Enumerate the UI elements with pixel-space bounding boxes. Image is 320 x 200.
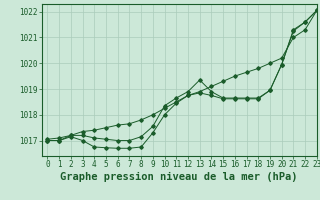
X-axis label: Graphe pression niveau de la mer (hPa): Graphe pression niveau de la mer (hPa) bbox=[60, 172, 298, 182]
